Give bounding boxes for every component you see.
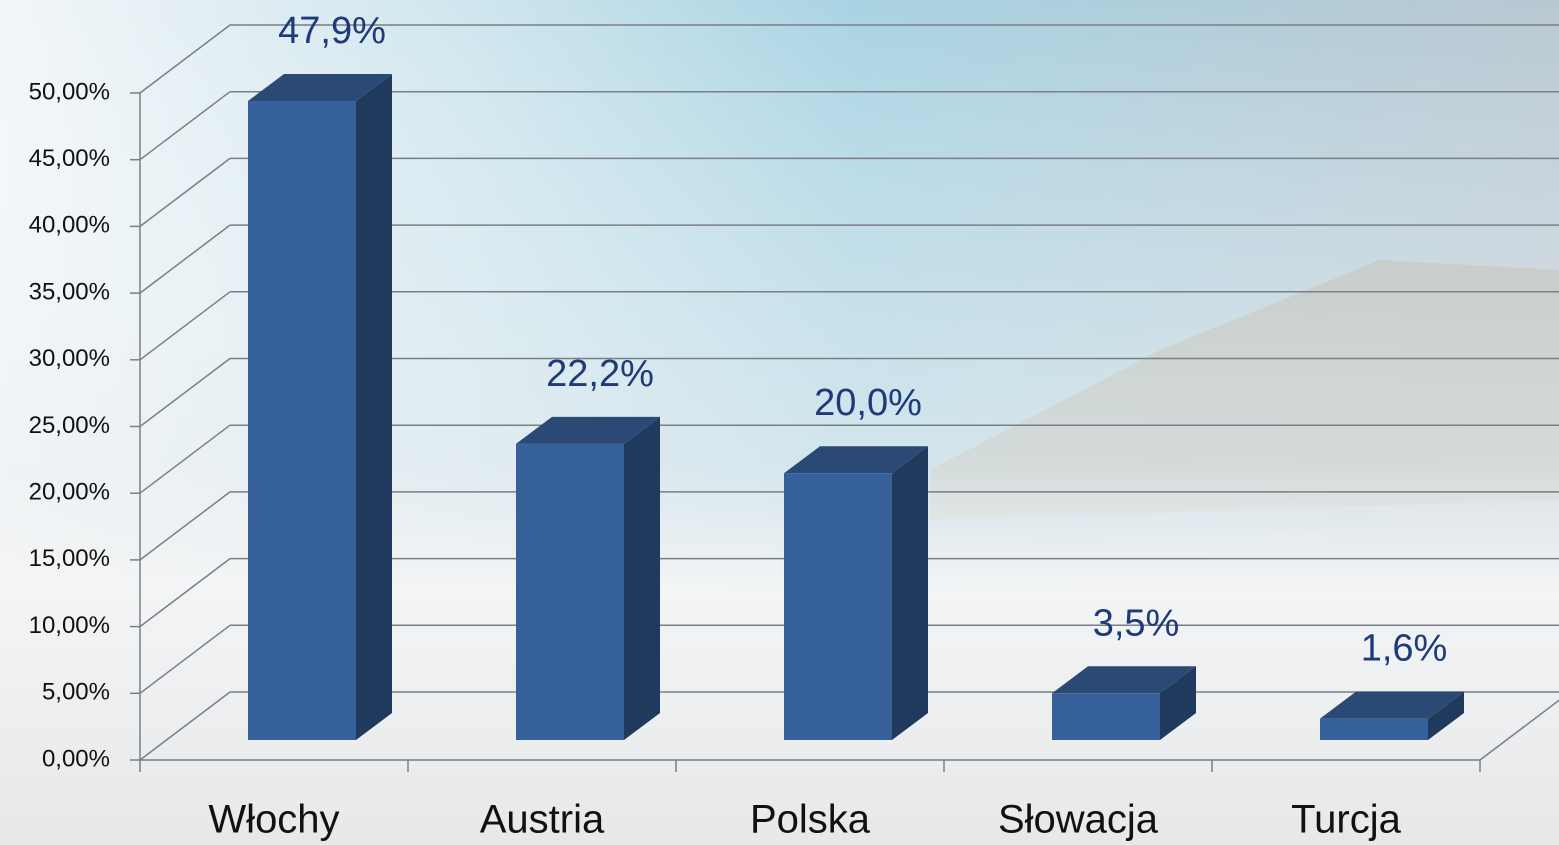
- y-tick-label: 50,00%: [29, 78, 110, 105]
- bar-side: [892, 446, 928, 740]
- page: 0,00% 5,00% 10,00% 15,00% 20,00% 25,00% 30,00%…: [0, 0, 1559, 845]
- bar: [1052, 693, 1160, 740]
- x-tick-label: Włochy: [208, 798, 339, 842]
- y-tick-label: 0,00%: [42, 745, 110, 772]
- y-tick-label: 30,00%: [29, 345, 110, 372]
- x-tick-label: Słowacja: [998, 798, 1159, 842]
- y-tick-label: 45,00%: [29, 145, 110, 172]
- bar: [248, 101, 356, 740]
- bar: [1320, 719, 1428, 740]
- y-tick-label: 35,00%: [29, 278, 110, 305]
- bar: [784, 473, 892, 740]
- bar: [516, 444, 624, 740]
- x-tick-label: Polska: [750, 798, 871, 842]
- y-tick-label: 25,00%: [29, 412, 110, 439]
- bar-side: [356, 74, 392, 740]
- y-tick-label: 5,00%: [42, 679, 110, 706]
- value-label: 3,5%: [1093, 602, 1180, 644]
- value-label: 20,0%: [814, 382, 922, 424]
- x-tick-label: Turcja: [1291, 798, 1401, 842]
- value-label: 1,6%: [1361, 628, 1448, 670]
- value-label: 47,9%: [278, 10, 386, 52]
- chart: 0,00% 5,00% 10,00% 15,00% 20,00% 25,00% 30,00%…: [0, 0, 1559, 845]
- y-tick-label: 20,00%: [29, 479, 110, 506]
- value-label: 22,2%: [546, 353, 654, 395]
- y-tick-label: 15,00%: [29, 545, 110, 572]
- bar-side: [624, 417, 660, 740]
- y-tick-label: 10,00%: [29, 612, 110, 639]
- y-tick-label: 40,00%: [29, 212, 110, 239]
- x-tick-label: Austria: [480, 798, 605, 842]
